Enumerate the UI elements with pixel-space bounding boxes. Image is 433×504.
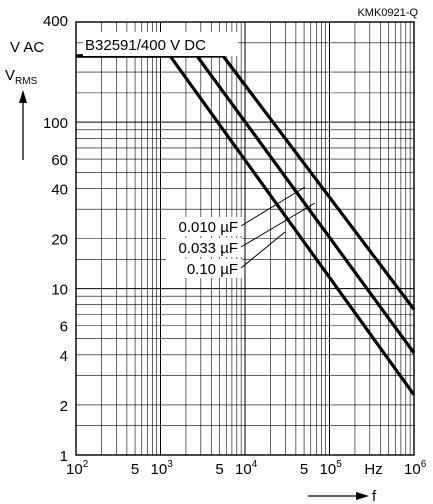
x-axis-arrow: [308, 492, 369, 500]
legend-label: 0.010 µF: [178, 219, 238, 236]
y-tick-label-top: 400: [43, 13, 68, 30]
x-axis-label: f: [372, 488, 377, 504]
y-tick-label: 10: [51, 282, 68, 299]
y-tick-label: 20: [51, 232, 68, 249]
legend-label-bg: [166, 238, 242, 257]
legend-label: 0.10 µF: [187, 261, 238, 278]
y-tick-label: 60: [51, 152, 68, 169]
y-tick-label: 100: [43, 115, 68, 132]
x-tick-label: 5: [131, 461, 139, 478]
chart-title-box: B32591/400 V DC: [83, 32, 238, 56]
y-axis-arrow: [19, 90, 27, 160]
legend-annotations: 0.010 µF 0.033 µF 0.10 µF: [166, 186, 316, 278]
x-tick-label: 5: [300, 461, 308, 478]
x-tick-label: 105: [320, 459, 343, 478]
x-tick-label: 106: [404, 459, 427, 478]
document-id: KMK0921-Q: [357, 7, 418, 19]
y-tick-label: 6: [60, 319, 68, 336]
legend-leader-line: [240, 231, 286, 269]
x-tick-label: 5: [215, 461, 223, 478]
x-tick-label: 104: [235, 459, 258, 478]
chart-title: B32591/400 V DC: [85, 37, 206, 54]
svg-text:VRMS: VRMS: [5, 67, 38, 87]
legend-leader-line: [240, 202, 316, 248]
plot-frame: [75, 21, 415, 456]
legend-label-bg: [166, 259, 242, 278]
x-tick-label: 102: [66, 459, 89, 478]
y-unit: V AC: [10, 39, 44, 56]
y-tick-label: 4: [60, 348, 68, 365]
legend-leader-line: [240, 186, 306, 227]
x-tick-label: 103: [151, 459, 174, 478]
legend-label-bg: [166, 217, 242, 236]
tick-labels: 1 2 4 6 10 20 40 60 100 400 102 5 103 5 104 5 105 106 Hz: [43, 13, 427, 478]
y-tick-label: 40: [51, 181, 68, 198]
y-tick-label: 1: [60, 448, 68, 465]
x-unit: Hz: [364, 461, 382, 478]
legend-label: 0.033 µF: [178, 240, 238, 257]
y-axis-label: VRMS: [5, 67, 38, 87]
y-axis-label-main: V: [5, 67, 15, 84]
y-tick-label: 2: [60, 398, 68, 415]
y-axis-label-sub: RMS: [15, 76, 38, 87]
